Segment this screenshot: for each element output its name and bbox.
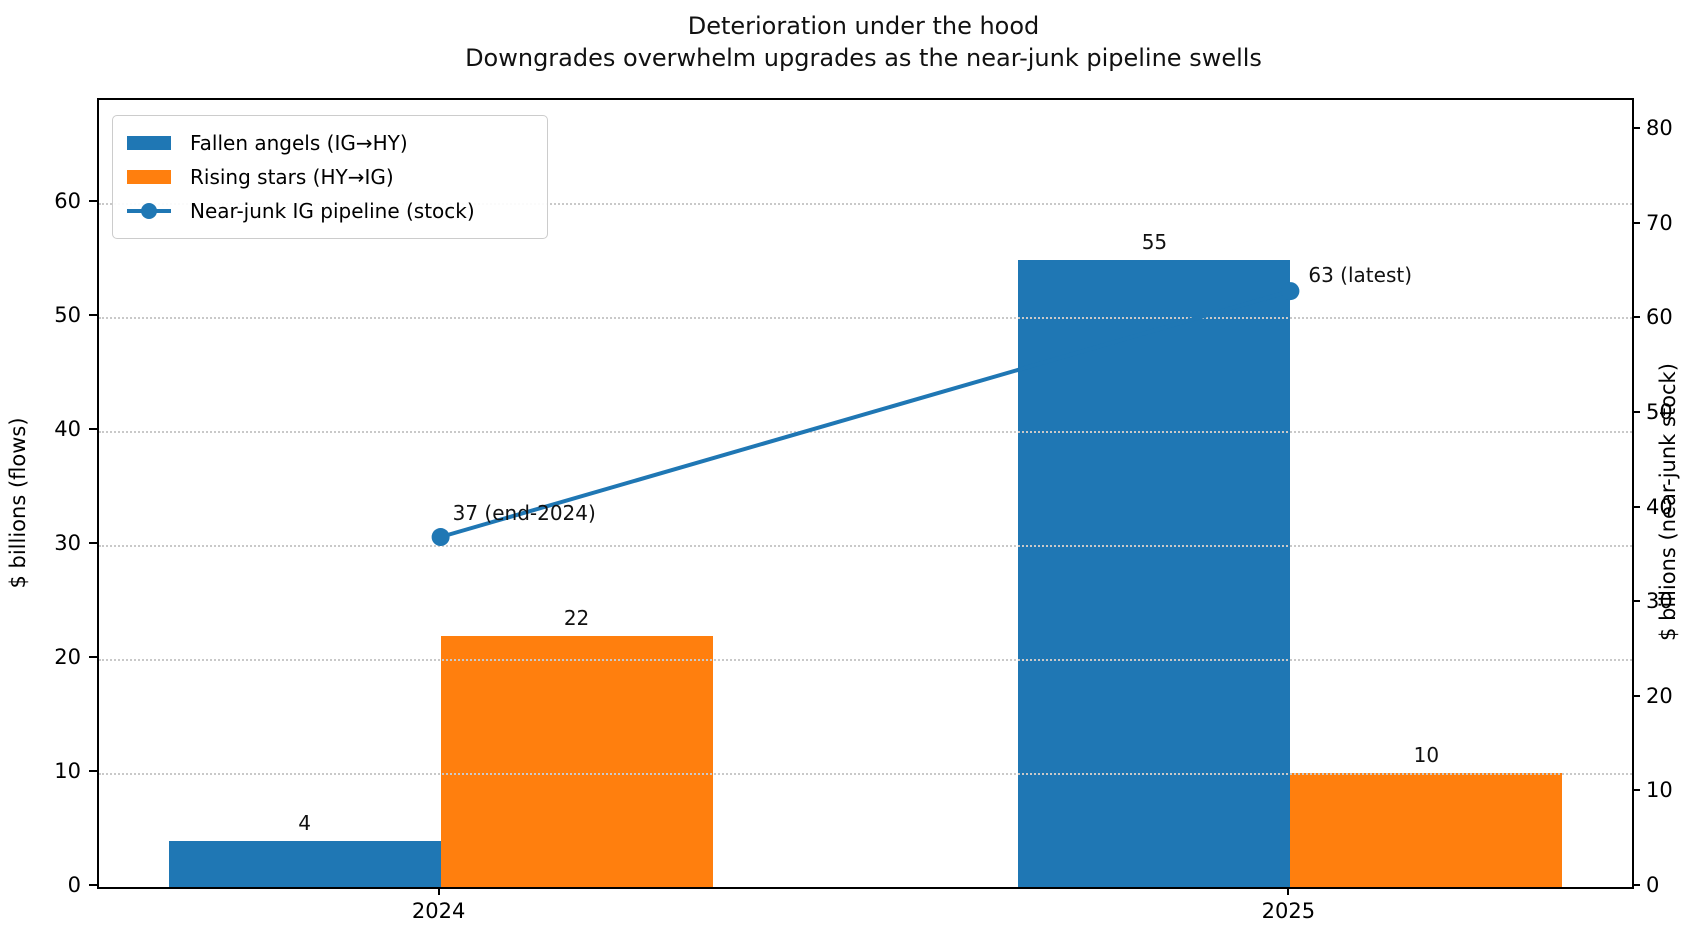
pipeline-line-series	[431, 282, 1300, 547]
legend-label: Fallen angels (IG→HY)	[190, 131, 408, 155]
fallen-angels-swatch-icon	[127, 136, 171, 150]
right-tick-mark	[1632, 600, 1640, 603]
left-tick-label: 50	[54, 302, 81, 327]
right-tick-mark	[1632, 505, 1640, 508]
bar-value-label: 10	[1413, 742, 1440, 767]
chart-title: Deterioration under the hood	[687, 12, 1040, 40]
gridline	[99, 658, 1632, 661]
chart-subtitle: Downgrades overwhelm upgrades as the nea…	[465, 44, 1262, 72]
left-tick-label: 60	[54, 188, 81, 213]
x-tick-mark	[1287, 887, 1290, 895]
legend-label: Near-junk IG pipeline (stock)	[190, 199, 475, 223]
plot-area: Fallen angels (IG→HY) Rising stars (HY→I…	[97, 98, 1634, 889]
x-tick-mark	[437, 887, 440, 895]
right-tick-label: 0	[1646, 873, 1660, 897]
right-tick-mark	[1632, 789, 1640, 792]
right-tick-mark	[1632, 127, 1640, 130]
left-tick-label: 40	[54, 416, 81, 441]
right-tick-label: 40	[1646, 494, 1673, 519]
right-tick-mark	[1632, 221, 1640, 224]
left-tick-label: 10	[54, 758, 81, 783]
right-tick-label: 80	[1646, 116, 1673, 141]
left-tick-mark	[89, 884, 97, 886]
left-tick-mark	[89, 427, 97, 430]
legend: Fallen angels (IG→HY) Rising stars (HY→I…	[112, 115, 548, 239]
left-tick-label: 30	[54, 530, 81, 555]
right-tick-mark	[1632, 884, 1640, 886]
gridline	[99, 430, 1632, 433]
right-tick-mark	[1632, 316, 1640, 319]
gridline	[99, 772, 1632, 775]
left-tick-label: 0	[67, 873, 81, 897]
legend-item-rising-stars: Rising stars (HY→IG)	[127, 160, 533, 194]
legend-label: Rising stars (HY→IG)	[190, 165, 394, 189]
bar-value-label: 55	[1141, 229, 1168, 254]
line-point-annotation: 37 (end-2024)	[452, 501, 596, 525]
left-tick-mark	[89, 313, 97, 316]
gridline	[99, 544, 1632, 547]
right-tick-label: 70	[1646, 210, 1673, 235]
bar-2024-rising-stars	[440, 636, 713, 887]
bar-2024-fallen-angels	[168, 841, 441, 887]
left-tick-mark	[89, 655, 97, 658]
left-tick-mark	[89, 199, 97, 202]
right-tick-label: 30	[1646, 589, 1673, 614]
legend-item-near-junk-pipeline: Near-junk IG pipeline (stock)	[127, 194, 533, 228]
legend-item-fallen-angels: Fallen angels (IG→HY)	[127, 126, 533, 160]
chart-title-block: Deterioration under the hood Downgrades …	[97, 10, 1630, 74]
left-tick-mark	[89, 541, 97, 544]
bar-2025-fallen-angels	[1018, 259, 1291, 887]
line-marker-sample-icon	[127, 203, 171, 219]
right-tick-label: 60	[1646, 305, 1673, 330]
right-tick-label: 50	[1646, 400, 1673, 425]
left-tick-label: 20	[54, 644, 81, 669]
left-tick-mark	[89, 769, 97, 772]
gridline	[99, 202, 1632, 205]
right-tick-label: 20	[1646, 683, 1673, 708]
line-point-annotation: 63 (latest)	[1308, 263, 1413, 288]
right-tick-mark	[1632, 694, 1640, 697]
bar-2025-rising-stars	[1290, 772, 1563, 887]
right-tick-label: 10	[1646, 778, 1673, 803]
bar-value-label: 22	[563, 606, 590, 631]
rising-stars-swatch-icon	[127, 170, 171, 184]
x-tick-label: 2025	[1261, 899, 1316, 923]
bar-value-label: 4	[298, 811, 312, 836]
x-tick-label: 2024	[411, 899, 466, 923]
gridline	[99, 316, 1632, 319]
right-tick-mark	[1632, 411, 1640, 414]
